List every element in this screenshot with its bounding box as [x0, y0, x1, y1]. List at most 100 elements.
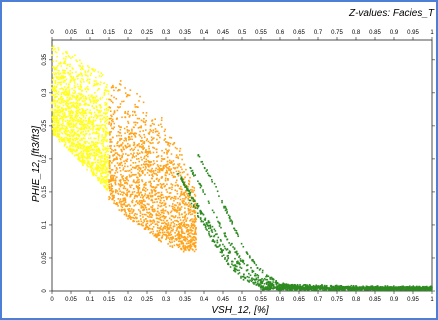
yellow-point [56, 133, 59, 136]
orange-point [140, 164, 143, 166]
orange-point [166, 183, 168, 186]
orange-point [193, 232, 196, 234]
yellow-point [61, 99, 64, 101]
yellow-point [83, 135, 86, 137]
green-point [265, 274, 268, 276]
green-point [352, 288, 355, 291]
orange-point [132, 149, 134, 152]
yellow-point [99, 126, 102, 129]
green-point [268, 284, 271, 287]
orange-point [119, 185, 122, 188]
green-point [213, 241, 216, 243]
orange-point [144, 174, 146, 176]
orange-point [194, 195, 197, 197]
yellow-point [78, 159, 81, 162]
orange-point [114, 148, 116, 151]
orange-point [131, 138, 133, 141]
orange-point [117, 198, 120, 200]
orange-point [178, 212, 180, 214]
green-point [351, 287, 354, 289]
orange-point [143, 140, 146, 143]
orange-point [129, 205, 131, 207]
orange-point [190, 229, 192, 232]
orange-point [194, 242, 196, 244]
green-point [275, 283, 278, 286]
yellow-point [61, 107, 63, 109]
green-point [209, 235, 212, 238]
yellow-point [68, 89, 71, 91]
orange-point [155, 186, 158, 188]
yellow-point [66, 146, 68, 149]
orange-point [149, 128, 152, 131]
yellow-point [83, 156, 86, 158]
green-point [229, 266, 232, 268]
orange-point [171, 186, 173, 189]
orange-point [125, 153, 127, 155]
orange-point [126, 205, 128, 207]
yellow-point [96, 99, 98, 101]
yellow-point [74, 114, 77, 117]
yellow-point [89, 101, 92, 104]
orange-point [177, 163, 179, 166]
orange-point [189, 203, 191, 206]
orange-point [174, 184, 177, 187]
orange-point [126, 192, 128, 194]
green-point [192, 205, 195, 208]
orange-point [135, 165, 138, 168]
orange-point [173, 206, 176, 209]
yellow-point [51, 46, 54, 49]
yellow-point [77, 118, 80, 121]
yellow-point [65, 78, 68, 81]
orange-point [190, 205, 193, 207]
green-point [268, 286, 271, 289]
orange-point [148, 214, 151, 216]
orange-point [137, 220, 140, 222]
yellow-point [107, 90, 110, 93]
orange-point [146, 153, 149, 156]
orange-point [139, 210, 141, 213]
orange-point [160, 209, 162, 212]
orange-point [141, 180, 144, 183]
yellow-point [70, 57, 72, 59]
green-point [221, 251, 223, 254]
orange-point [153, 180, 155, 182]
orange-point [166, 141, 168, 143]
orange-point [194, 228, 197, 231]
yellow-point [65, 125, 67, 128]
orange-point [118, 154, 120, 156]
orange-point [108, 187, 111, 190]
orange-point [114, 158, 116, 160]
green-point [429, 288, 432, 291]
orange-point [158, 141, 160, 143]
green-point [296, 284, 299, 287]
yellow-point [105, 117, 107, 120]
yellow-point [63, 137, 66, 139]
yellow-point [57, 64, 59, 67]
orange-point [153, 201, 156, 204]
green-point [261, 286, 264, 289]
orange-point [130, 153, 132, 155]
orange-point [156, 134, 159, 136]
orange-point [167, 169, 170, 171]
yellow-point [53, 117, 56, 119]
yellow-point [68, 148, 70, 150]
yellow-point [83, 161, 85, 163]
orange-point [189, 235, 191, 238]
green-point [206, 169, 208, 171]
orange-point [154, 186, 157, 189]
green-point [286, 287, 289, 290]
orange-point [182, 242, 184, 244]
green-point [196, 207, 199, 210]
yellow-point [67, 99, 70, 101]
yellow-point [101, 74, 104, 76]
orange-point [166, 150, 168, 152]
green-point [304, 288, 307, 291]
yellow-point [103, 168, 105, 170]
green-point [192, 175, 195, 177]
yellow-point [104, 181, 106, 183]
orange-point [120, 126, 122, 128]
orange-point [180, 206, 183, 208]
orange-point [115, 169, 117, 172]
yellow-point [64, 91, 67, 93]
orange-point [139, 126, 141, 129]
